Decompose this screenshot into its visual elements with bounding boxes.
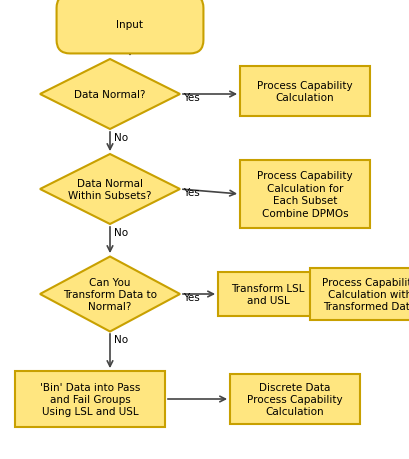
Text: Data Normal
Within Subsets?: Data Normal Within Subsets?	[68, 179, 151, 201]
Text: Process Capability
Calculation for
Each Subset
Combine DPMOs: Process Capability Calculation for Each …	[256, 171, 352, 218]
FancyBboxPatch shape	[229, 374, 359, 424]
Text: Data Normal?: Data Normal?	[74, 90, 145, 100]
Text: Process Capability
Calculation: Process Capability Calculation	[256, 81, 352, 103]
FancyBboxPatch shape	[239, 67, 369, 117]
Text: Yes: Yes	[182, 292, 199, 302]
FancyBboxPatch shape	[309, 269, 409, 320]
Polygon shape	[40, 155, 180, 224]
Text: 'Bin' Data into Pass
and Fail Groups
Using LSL and USL: 'Bin' Data into Pass and Fail Groups Usi…	[40, 382, 140, 416]
Text: Yes: Yes	[182, 93, 199, 103]
Text: Can You
Transform Data to
Normal?: Can You Transform Data to Normal?	[63, 277, 157, 312]
Text: No: No	[114, 334, 128, 344]
Text: Yes: Yes	[182, 188, 199, 197]
FancyBboxPatch shape	[239, 161, 369, 229]
FancyBboxPatch shape	[56, 0, 203, 54]
Text: No: No	[114, 133, 128, 143]
Text: No: No	[114, 228, 128, 237]
FancyBboxPatch shape	[218, 272, 317, 316]
Text: Discrete Data
Process Capability
Calculation: Discrete Data Process Capability Calcula…	[247, 382, 342, 416]
Polygon shape	[40, 60, 180, 130]
Text: Transform LSL
and USL: Transform LSL and USL	[231, 283, 304, 306]
Text: Input: Input	[116, 20, 143, 30]
Polygon shape	[40, 257, 180, 332]
Text: Process Capability
Calculation with
Transformed Data: Process Capability Calculation with Tran…	[321, 277, 409, 312]
FancyBboxPatch shape	[15, 371, 164, 427]
